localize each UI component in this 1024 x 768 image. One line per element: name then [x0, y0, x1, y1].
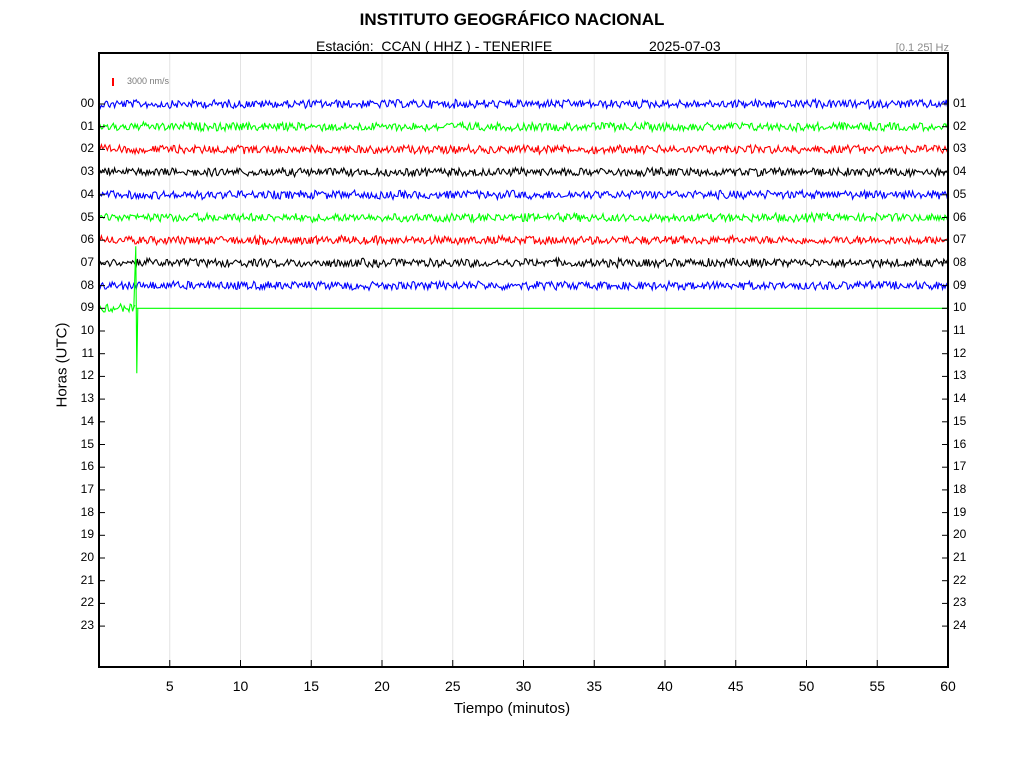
- y-tick-label-left: 02: [80, 141, 94, 156]
- x-tick-label: 30: [515, 678, 532, 694]
- y-tick-label-right: 22: [953, 572, 967, 587]
- y-tick-label-right: 16: [953, 436, 967, 451]
- x-tick-label: 50: [798, 678, 815, 694]
- y-tick-label-left: 05: [80, 209, 94, 224]
- y-tick-label-right: 13: [953, 368, 967, 383]
- y-tick-label-left: 06: [80, 232, 94, 247]
- y-tick-label-right: 02: [953, 118, 967, 133]
- y-tick-label-right: 06: [953, 209, 967, 224]
- y-tick-label-right: 10: [953, 300, 967, 315]
- y-tick-label-right: 20: [953, 527, 967, 542]
- trace-hour-07: [98, 256, 948, 270]
- y-tick-label-left: 07: [80, 254, 94, 269]
- y-tick-label-right: 23: [953, 595, 967, 610]
- y-tick-label-left: 19: [80, 527, 94, 542]
- trace-hour-06: [98, 233, 948, 247]
- x-tick-label: 5: [165, 678, 174, 694]
- y-tick-label-left: 18: [80, 504, 94, 519]
- grid-lines: [169, 53, 878, 667]
- y-tick-label-left: 13: [80, 391, 94, 406]
- y-tick-label-left: 09: [80, 300, 94, 315]
- y-tick-label-right: 08: [953, 254, 967, 269]
- x-axis-label: Tiempo (minutos): [453, 700, 571, 717]
- x-tick-label: 45: [727, 678, 744, 694]
- trace-hour-09: [98, 302, 136, 314]
- y-tick-label-left: 16: [80, 459, 94, 474]
- y-tick-label-right: 05: [953, 186, 967, 201]
- trace-hour-03: [98, 165, 948, 179]
- y-tick-label-left: 12: [80, 368, 94, 383]
- scale-bar: [112, 78, 114, 86]
- y-tick-label-right: 09: [953, 277, 967, 292]
- plot-frame: [98, 52, 949, 668]
- trace-hour-01: [98, 120, 948, 134]
- y-tick-label-right: 21: [953, 550, 967, 564]
- y-tick-label-right: 14: [953, 391, 967, 406]
- y-tick-label-right: 18: [953, 481, 967, 496]
- chart-title: INSTITUTO GEOGRÁFICO NACIONAL: [359, 10, 665, 29]
- x-tick-label: 35: [586, 678, 603, 694]
- station-label: Estación: CCAN ( HHZ ) - TENERIFE: [316, 38, 553, 54]
- trace-spike: [133, 246, 139, 374]
- date-label: 2025-07-03: [649, 38, 721, 54]
- y-tick-label-left: 23: [80, 618, 94, 633]
- y-tick-label-right: 11: [953, 323, 966, 337]
- y-tick-label-left: 03: [80, 164, 94, 179]
- trace-hour-00: [98, 97, 948, 111]
- y-tick-label-left: 17: [80, 481, 94, 496]
- y-tick-label-right: 07: [953, 232, 967, 247]
- x-tick-label: 55: [869, 678, 886, 694]
- y-tick-label-right: 03: [953, 141, 967, 156]
- trace-hour-02: [98, 142, 948, 156]
- y-tick-label-left: 11: [81, 345, 94, 360]
- y-tick-label-left: 20: [80, 550, 94, 564]
- y-tick-label-left: 01: [80, 118, 94, 133]
- y-tick-label-left: 08: [80, 277, 94, 292]
- y-axis-label: Horas (UTC): [53, 322, 71, 408]
- x-tick-label: 15: [303, 678, 320, 694]
- x-tick-label: 40: [657, 678, 673, 694]
- y-tick-label-left: 21: [80, 572, 94, 587]
- x-tick-label: 60: [940, 678, 956, 694]
- y-tick-label-left: 00: [80, 96, 94, 110]
- x-tick-label: 25: [444, 678, 461, 694]
- filter-band-label: [0.1 25] Hz: [895, 42, 949, 54]
- y-tick-label-left: 04: [80, 186, 94, 201]
- trace-hour-04: [98, 188, 948, 202]
- scale-bar-label: 3000 nm/s: [127, 76, 170, 86]
- x-tick-label: 20: [374, 678, 390, 694]
- y-tick-label-left: 15: [80, 436, 94, 451]
- trace-hour-08: [98, 279, 948, 292]
- y-tick-label-right: 01: [953, 96, 967, 110]
- y-tick-label-right: 17: [953, 459, 967, 474]
- y-tick-label-left: 22: [80, 595, 94, 610]
- x-tick-label: 10: [232, 678, 249, 694]
- y-tick-label-right: 12: [953, 345, 967, 360]
- trace-hour-05: [98, 210, 948, 224]
- y-tick-label-right: 04: [953, 164, 967, 179]
- y-tick-label-left: 10: [80, 323, 94, 337]
- y-tick-label-left: 14: [80, 413, 94, 428]
- y-tick-label-right: 15: [953, 413, 967, 428]
- trace-group: [98, 97, 948, 374]
- y-tick-label-right: 24: [953, 618, 967, 633]
- y-tick-label-right: 19: [953, 504, 967, 519]
